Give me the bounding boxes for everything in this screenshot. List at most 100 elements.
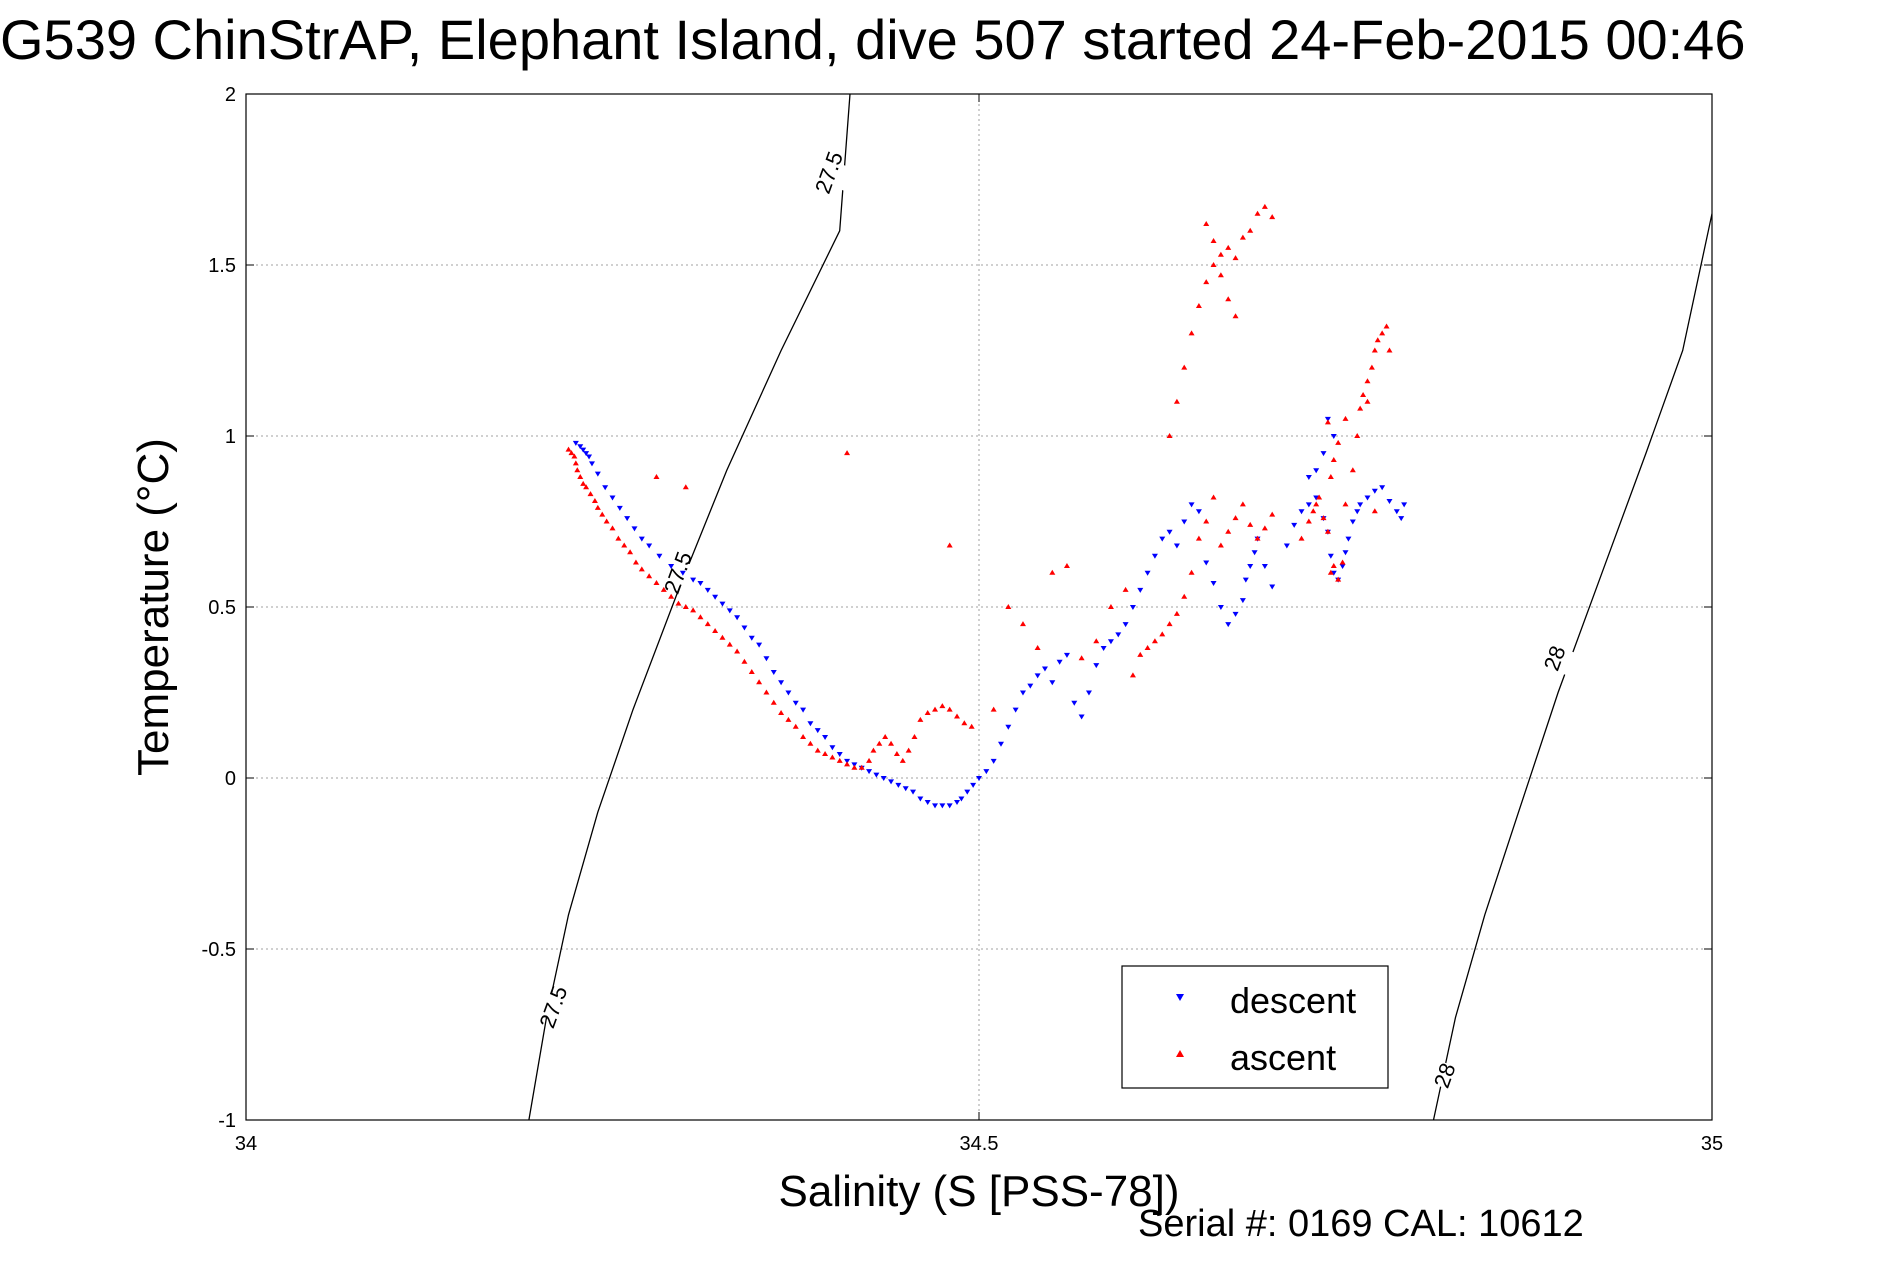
descent-point	[741, 625, 748, 631]
ascent-point	[704, 621, 711, 627]
ascent-point	[911, 733, 918, 739]
descent-point	[997, 741, 1004, 747]
ascent-point	[1203, 220, 1210, 226]
ascent-point	[1195, 303, 1202, 309]
ascent-point	[599, 511, 606, 517]
ascent-point	[1316, 494, 1323, 500]
ascent-point	[924, 710, 931, 716]
descent-point	[1320, 451, 1327, 457]
ascent-point	[899, 757, 906, 763]
ascent-point	[858, 764, 865, 770]
density-contour-line	[528, 94, 851, 1120]
descent-point	[1137, 587, 1144, 593]
ascent-point	[1247, 521, 1254, 527]
ascent-point	[1335, 439, 1342, 445]
legend-marker-descent	[1176, 994, 1184, 1001]
ascent-point	[1371, 347, 1378, 353]
ascent-point	[1181, 364, 1188, 370]
ascent-point	[756, 679, 763, 685]
ascent-point	[1261, 203, 1268, 209]
descent-point	[895, 782, 902, 788]
descent-point	[1144, 570, 1151, 576]
ascent-point	[571, 453, 578, 459]
descent-point	[1107, 639, 1114, 645]
descent-point	[1386, 498, 1393, 504]
density-contour-line	[1432, 213, 1712, 1120]
descent-point	[1019, 690, 1026, 696]
ascent-point	[1217, 272, 1224, 278]
ascent-point	[615, 535, 622, 541]
descent-point	[756, 642, 763, 648]
descent-point	[1364, 495, 1371, 501]
ascent-point	[1254, 210, 1261, 216]
descent-point	[1078, 714, 1085, 720]
descent-point	[602, 485, 609, 491]
descent-point	[1173, 543, 1180, 549]
y-tick-label: -0.5	[202, 939, 236, 961]
legend-item-ascent: ascent	[1176, 1037, 1336, 1078]
descent-point	[580, 447, 587, 453]
descent-point	[594, 471, 601, 477]
descent-point	[836, 752, 843, 758]
ascent-point	[1195, 535, 1202, 541]
descent-point	[588, 461, 595, 467]
ascent-point	[646, 573, 653, 579]
descent-point	[1217, 605, 1224, 610]
descent-point	[697, 581, 704, 587]
ascent-point	[668, 593, 675, 599]
ascent-point	[653, 474, 660, 480]
ascent-point	[621, 542, 628, 548]
density-contours	[528, 94, 1712, 1120]
ascent-point	[1269, 511, 1276, 517]
ascent-point	[917, 716, 924, 722]
descent-point	[1093, 663, 1100, 669]
ascent-point	[1210, 494, 1217, 500]
ascent-point	[632, 559, 639, 565]
ascent-point	[591, 497, 598, 503]
legend: descent ascent	[1121, 965, 1389, 1089]
descent-point	[656, 553, 663, 559]
ascent-point	[1173, 610, 1180, 616]
ascent-point	[954, 713, 961, 719]
ascent-point	[1210, 262, 1217, 267]
ascent-point	[1327, 569, 1334, 575]
descent-point	[1291, 522, 1298, 528]
descent-point	[873, 772, 880, 778]
ascent-point	[990, 706, 997, 712]
descent-point	[1129, 605, 1136, 610]
descent-point	[712, 594, 719, 600]
ascent-point	[946, 542, 953, 548]
descent-point	[726, 608, 733, 614]
descent-point	[624, 516, 631, 522]
ascent-point	[1239, 234, 1246, 240]
descent-point	[1327, 553, 1334, 559]
descent-point	[866, 769, 873, 775]
descent-point	[902, 786, 909, 792]
ascent-point	[785, 716, 792, 722]
ascent-point	[1379, 330, 1386, 336]
descent-point	[1313, 468, 1320, 474]
descent-point	[704, 587, 711, 593]
legend-label-descent: descent	[1230, 980, 1356, 1021]
ascent-point	[939, 703, 946, 709]
ascent-point	[1159, 631, 1166, 637]
ascent-point	[1330, 456, 1337, 462]
y-tick-label: 0.5	[208, 597, 236, 619]
descent-point	[1269, 584, 1276, 590]
x-tick-label: 34.5	[960, 1133, 999, 1155]
ascent-point	[1188, 330, 1195, 336]
ascent-point	[968, 723, 975, 729]
ascent-point	[792, 723, 799, 729]
ascent-point	[807, 740, 814, 746]
ascent-point	[574, 467, 581, 473]
descent-point	[1071, 700, 1078, 706]
ascent-point	[594, 504, 601, 510]
ascent-point	[603, 518, 610, 524]
descent-point	[1242, 577, 1249, 583]
descent-point	[1283, 543, 1290, 549]
ascent-point	[587, 491, 594, 497]
ascent-point	[583, 484, 590, 490]
descent-point	[1305, 502, 1312, 508]
ascent-point	[866, 757, 873, 763]
